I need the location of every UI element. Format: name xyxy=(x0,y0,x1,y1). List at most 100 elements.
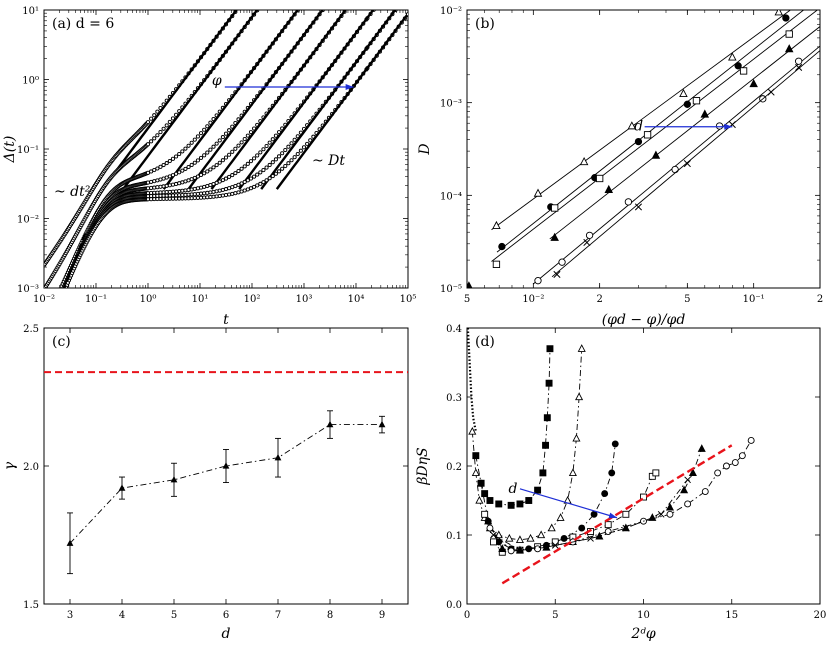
d-arrow-head xyxy=(724,123,733,130)
data-point xyxy=(587,535,594,542)
data-point xyxy=(490,538,497,546)
data-point xyxy=(601,490,609,498)
data-point xyxy=(220,158,225,163)
x-axis-label: d xyxy=(222,626,231,642)
data-point xyxy=(47,330,50,333)
data-point xyxy=(515,535,524,543)
data-point xyxy=(189,162,194,167)
data-point xyxy=(145,142,151,147)
x-tick-label: 3 xyxy=(67,610,73,621)
data-point xyxy=(239,181,244,186)
data-point xyxy=(52,311,55,314)
data-point xyxy=(684,500,692,508)
data-point xyxy=(622,524,630,532)
data-point xyxy=(484,516,493,525)
data-point xyxy=(51,318,54,321)
data-point xyxy=(375,4,378,7)
data-point xyxy=(604,521,612,529)
data-point xyxy=(577,344,586,352)
data-point xyxy=(242,137,247,142)
data-point xyxy=(255,172,260,177)
data-point xyxy=(60,295,63,298)
data-point xyxy=(405,12,408,17)
data-point xyxy=(46,331,49,334)
data-point xyxy=(346,6,349,9)
data-point xyxy=(161,126,166,131)
data-point xyxy=(622,510,630,518)
data-point xyxy=(248,176,254,181)
data-point xyxy=(155,166,160,171)
data-point xyxy=(60,293,63,296)
y-tick-label: 0.3 xyxy=(446,393,462,404)
data-point xyxy=(715,122,724,130)
data-point xyxy=(627,121,637,130)
panel-label: (a) d = 6 xyxy=(52,16,114,32)
data-point xyxy=(59,293,62,296)
data-point xyxy=(227,192,232,197)
data-point xyxy=(242,179,247,185)
data-point xyxy=(261,180,266,185)
data-point xyxy=(665,502,675,511)
data-point xyxy=(214,141,219,146)
x-tick-label: 7 xyxy=(275,610,281,621)
y-tick-label: 10⁻² xyxy=(17,215,39,226)
data-point xyxy=(47,329,50,332)
d-arrow-head xyxy=(608,512,618,519)
data-point xyxy=(767,88,775,96)
data-point xyxy=(734,62,742,70)
plot-frame xyxy=(466,327,821,605)
data-point xyxy=(731,459,739,466)
data-point xyxy=(51,313,54,316)
y-tick-label: 10⁻³ xyxy=(17,284,39,295)
data-point xyxy=(48,324,51,327)
x-tick-label: 10⁰ xyxy=(140,294,157,305)
data-point xyxy=(280,166,285,171)
data-point xyxy=(55,309,58,312)
data-point xyxy=(167,158,172,164)
data-point xyxy=(507,501,515,509)
series-line xyxy=(480,443,616,550)
data-point xyxy=(283,164,288,169)
data-point xyxy=(170,475,178,483)
data-point xyxy=(61,293,64,296)
fit-line xyxy=(496,10,805,253)
data-point xyxy=(223,155,229,160)
data-point xyxy=(174,154,179,159)
y-axis-label: γ xyxy=(2,461,18,470)
data-point xyxy=(47,323,50,326)
data-point xyxy=(50,316,53,319)
data-point xyxy=(481,490,489,498)
data-point xyxy=(44,318,47,321)
data-point xyxy=(774,10,784,16)
data-point xyxy=(54,309,57,312)
data-point xyxy=(208,167,213,172)
data-point xyxy=(42,323,45,326)
data-point xyxy=(164,161,169,166)
data-point xyxy=(539,469,547,477)
data-point xyxy=(585,231,594,239)
data-point xyxy=(55,308,58,311)
data-point xyxy=(534,486,542,494)
gamma-line xyxy=(69,424,382,544)
x-tick-label: 8 xyxy=(327,610,333,621)
data-point xyxy=(51,305,54,308)
data-point xyxy=(239,166,244,171)
y-tick-label: 0.0 xyxy=(446,600,462,611)
data-point xyxy=(192,160,197,165)
data-point xyxy=(145,120,151,125)
data-point xyxy=(195,158,200,163)
data-point xyxy=(274,453,282,461)
data-point xyxy=(61,292,64,295)
data-point xyxy=(516,546,524,554)
data-point xyxy=(301,145,307,150)
x-tick-label: 9 xyxy=(379,610,385,621)
panel-b: 5 10⁻² 2 5 10⁻¹ 2 10⁻⁵ 10⁻⁴ 10⁻³ 10⁻² (φd − φ)/φd D… xyxy=(417,6,823,328)
data-point xyxy=(161,162,166,168)
data-point xyxy=(46,329,49,332)
data-point xyxy=(57,298,60,301)
x-tick-label: 10 xyxy=(637,610,650,621)
data-point xyxy=(214,189,219,194)
data-point xyxy=(784,44,794,53)
data-point xyxy=(202,153,207,158)
data-point xyxy=(167,183,172,188)
